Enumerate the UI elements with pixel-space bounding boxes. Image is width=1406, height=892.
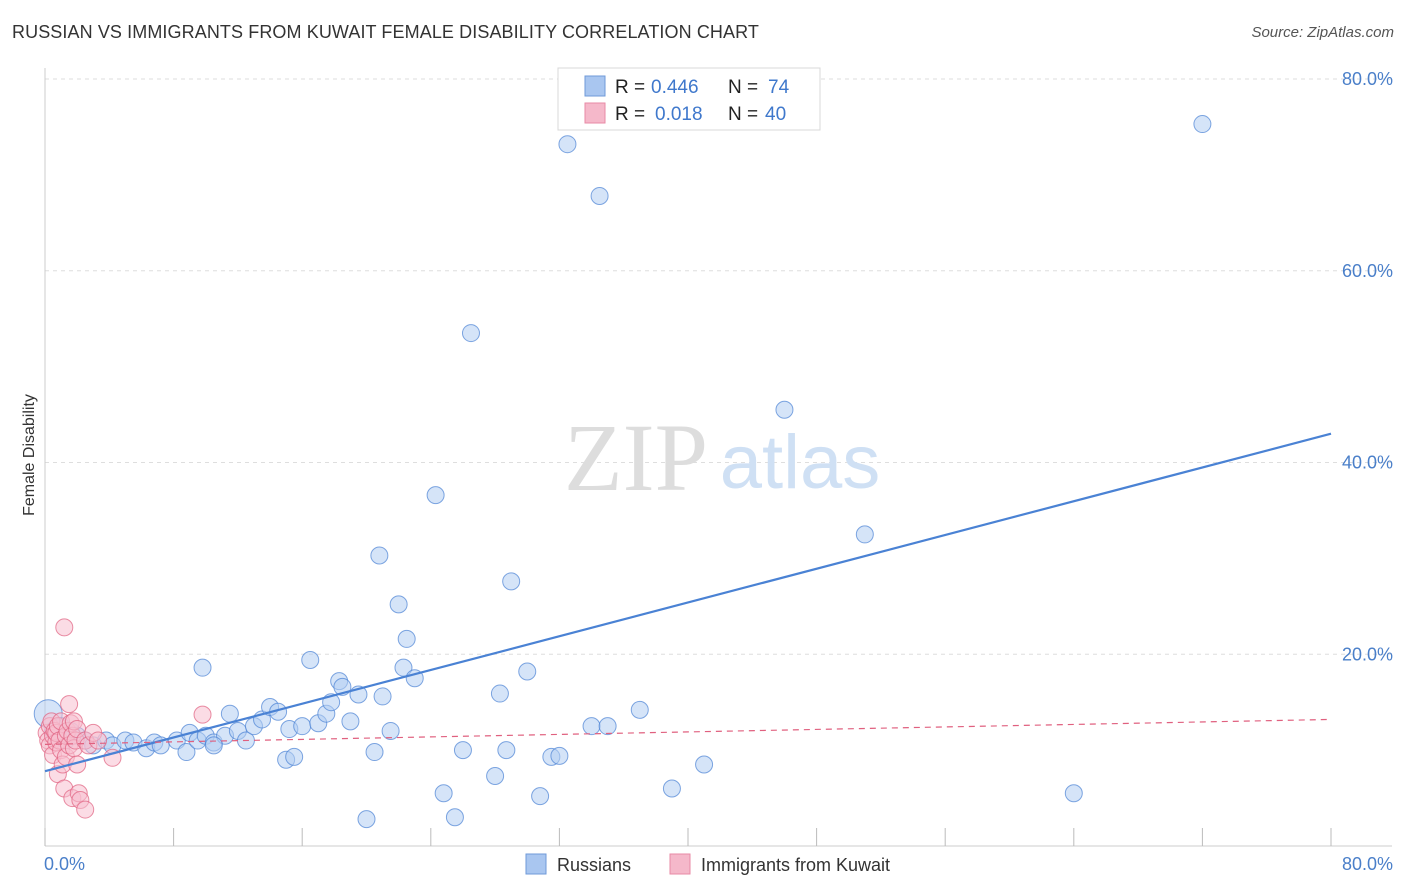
kuwait-point bbox=[193, 705, 212, 724]
kuwait-point bbox=[89, 731, 108, 750]
x-tick-label: 80.0% bbox=[1342, 854, 1393, 874]
russians-point bbox=[550, 746, 569, 765]
russians-point bbox=[695, 755, 714, 774]
russians-point bbox=[301, 651, 320, 670]
russians-point bbox=[461, 324, 480, 343]
russians-point bbox=[365, 743, 384, 762]
kuwait-point bbox=[60, 695, 79, 714]
bottom-legend-swatch-russians bbox=[525, 853, 547, 875]
legend-n-label-russians: N = bbox=[728, 77, 758, 98]
russians-point bbox=[381, 721, 400, 740]
russians-point bbox=[177, 743, 196, 762]
russians-point bbox=[497, 741, 516, 760]
top-legend: R = 0.446 N = 74 R = 0.018 N = 40 bbox=[557, 67, 821, 131]
legend-r-value-russians: 0.446 bbox=[651, 77, 699, 98]
russians-point bbox=[630, 700, 649, 719]
bottom-legend-swatch-kuwait bbox=[669, 853, 691, 875]
russians-point bbox=[855, 525, 874, 544]
russians-point bbox=[445, 808, 464, 827]
russians-point bbox=[662, 779, 681, 798]
trend-lines bbox=[44, 432, 1332, 773]
legend-r-label-kuwait: R = bbox=[615, 104, 645, 125]
russians-point bbox=[341, 712, 360, 731]
watermark: ZIP atlas bbox=[564, 404, 880, 511]
legend-swatch-kuwait bbox=[584, 102, 606, 124]
russians-point bbox=[490, 684, 509, 703]
russians-point bbox=[220, 704, 239, 723]
russians-trend-line bbox=[44, 432, 1332, 773]
bottom-legend: Russians Immigrants from Kuwait bbox=[525, 853, 890, 875]
russians-point bbox=[357, 810, 376, 829]
watermark-zip: ZIP bbox=[564, 404, 708, 511]
y-tick-label: 60.0% bbox=[1342, 261, 1393, 281]
russians-point bbox=[397, 629, 416, 648]
russians-point bbox=[434, 784, 453, 803]
chart-title: RUSSIAN VS IMMIGRANTS FROM KUWAIT FEMALE… bbox=[12, 22, 759, 42]
russians-point bbox=[373, 687, 392, 706]
legend-r-value-kuwait: 0.018 bbox=[655, 104, 703, 125]
kuwait-point bbox=[55, 618, 74, 637]
russians-point bbox=[582, 717, 601, 736]
russians-point bbox=[285, 747, 304, 766]
russians-point bbox=[531, 787, 550, 806]
tick-labels: 20.0% 40.0% 60.0% 80.0% 0.0% 80.0% bbox=[44, 69, 1393, 874]
russians-point bbox=[486, 767, 505, 786]
russians-point bbox=[193, 658, 212, 677]
russians-point bbox=[518, 662, 537, 681]
russians-point bbox=[1064, 784, 1083, 803]
russians-point bbox=[453, 741, 472, 760]
y-tick-label: 20.0% bbox=[1342, 644, 1393, 664]
source-credit: Source: ZipAtlas.com bbox=[1251, 24, 1394, 41]
kuwait-trend-line bbox=[44, 718, 1332, 745]
y-tick-label: 80.0% bbox=[1342, 69, 1393, 89]
legend-n-label-kuwait: N = bbox=[728, 104, 758, 125]
y-axis-label: Female Disability bbox=[21, 394, 38, 516]
russians-point bbox=[389, 595, 408, 614]
russians-point bbox=[598, 717, 617, 736]
russians-point bbox=[426, 486, 445, 505]
grid-lines bbox=[45, 78, 1392, 655]
russians-point bbox=[502, 572, 521, 591]
russians-point bbox=[558, 135, 577, 154]
legend-r-label-russians: R = bbox=[615, 77, 645, 98]
legend-swatch-russians bbox=[584, 75, 606, 97]
y-tick-label: 40.0% bbox=[1342, 453, 1393, 473]
russians-point bbox=[293, 717, 312, 736]
russians-point bbox=[370, 546, 389, 565]
watermark-atlas: atlas bbox=[720, 420, 881, 505]
legend-n-value-kuwait: 40 bbox=[765, 104, 786, 125]
russians-point bbox=[204, 736, 223, 755]
legend-n-value-russians: 74 bbox=[768, 77, 790, 98]
bottom-legend-label-kuwait: Immigrants from Kuwait bbox=[701, 855, 890, 875]
russians-point bbox=[775, 400, 794, 419]
bottom-legend-label-russians: Russians bbox=[557, 855, 631, 875]
russians-point bbox=[590, 186, 609, 205]
russians-point bbox=[1193, 115, 1212, 134]
kuwait-point bbox=[76, 800, 95, 819]
x-tick-label: 0.0% bbox=[44, 854, 85, 874]
